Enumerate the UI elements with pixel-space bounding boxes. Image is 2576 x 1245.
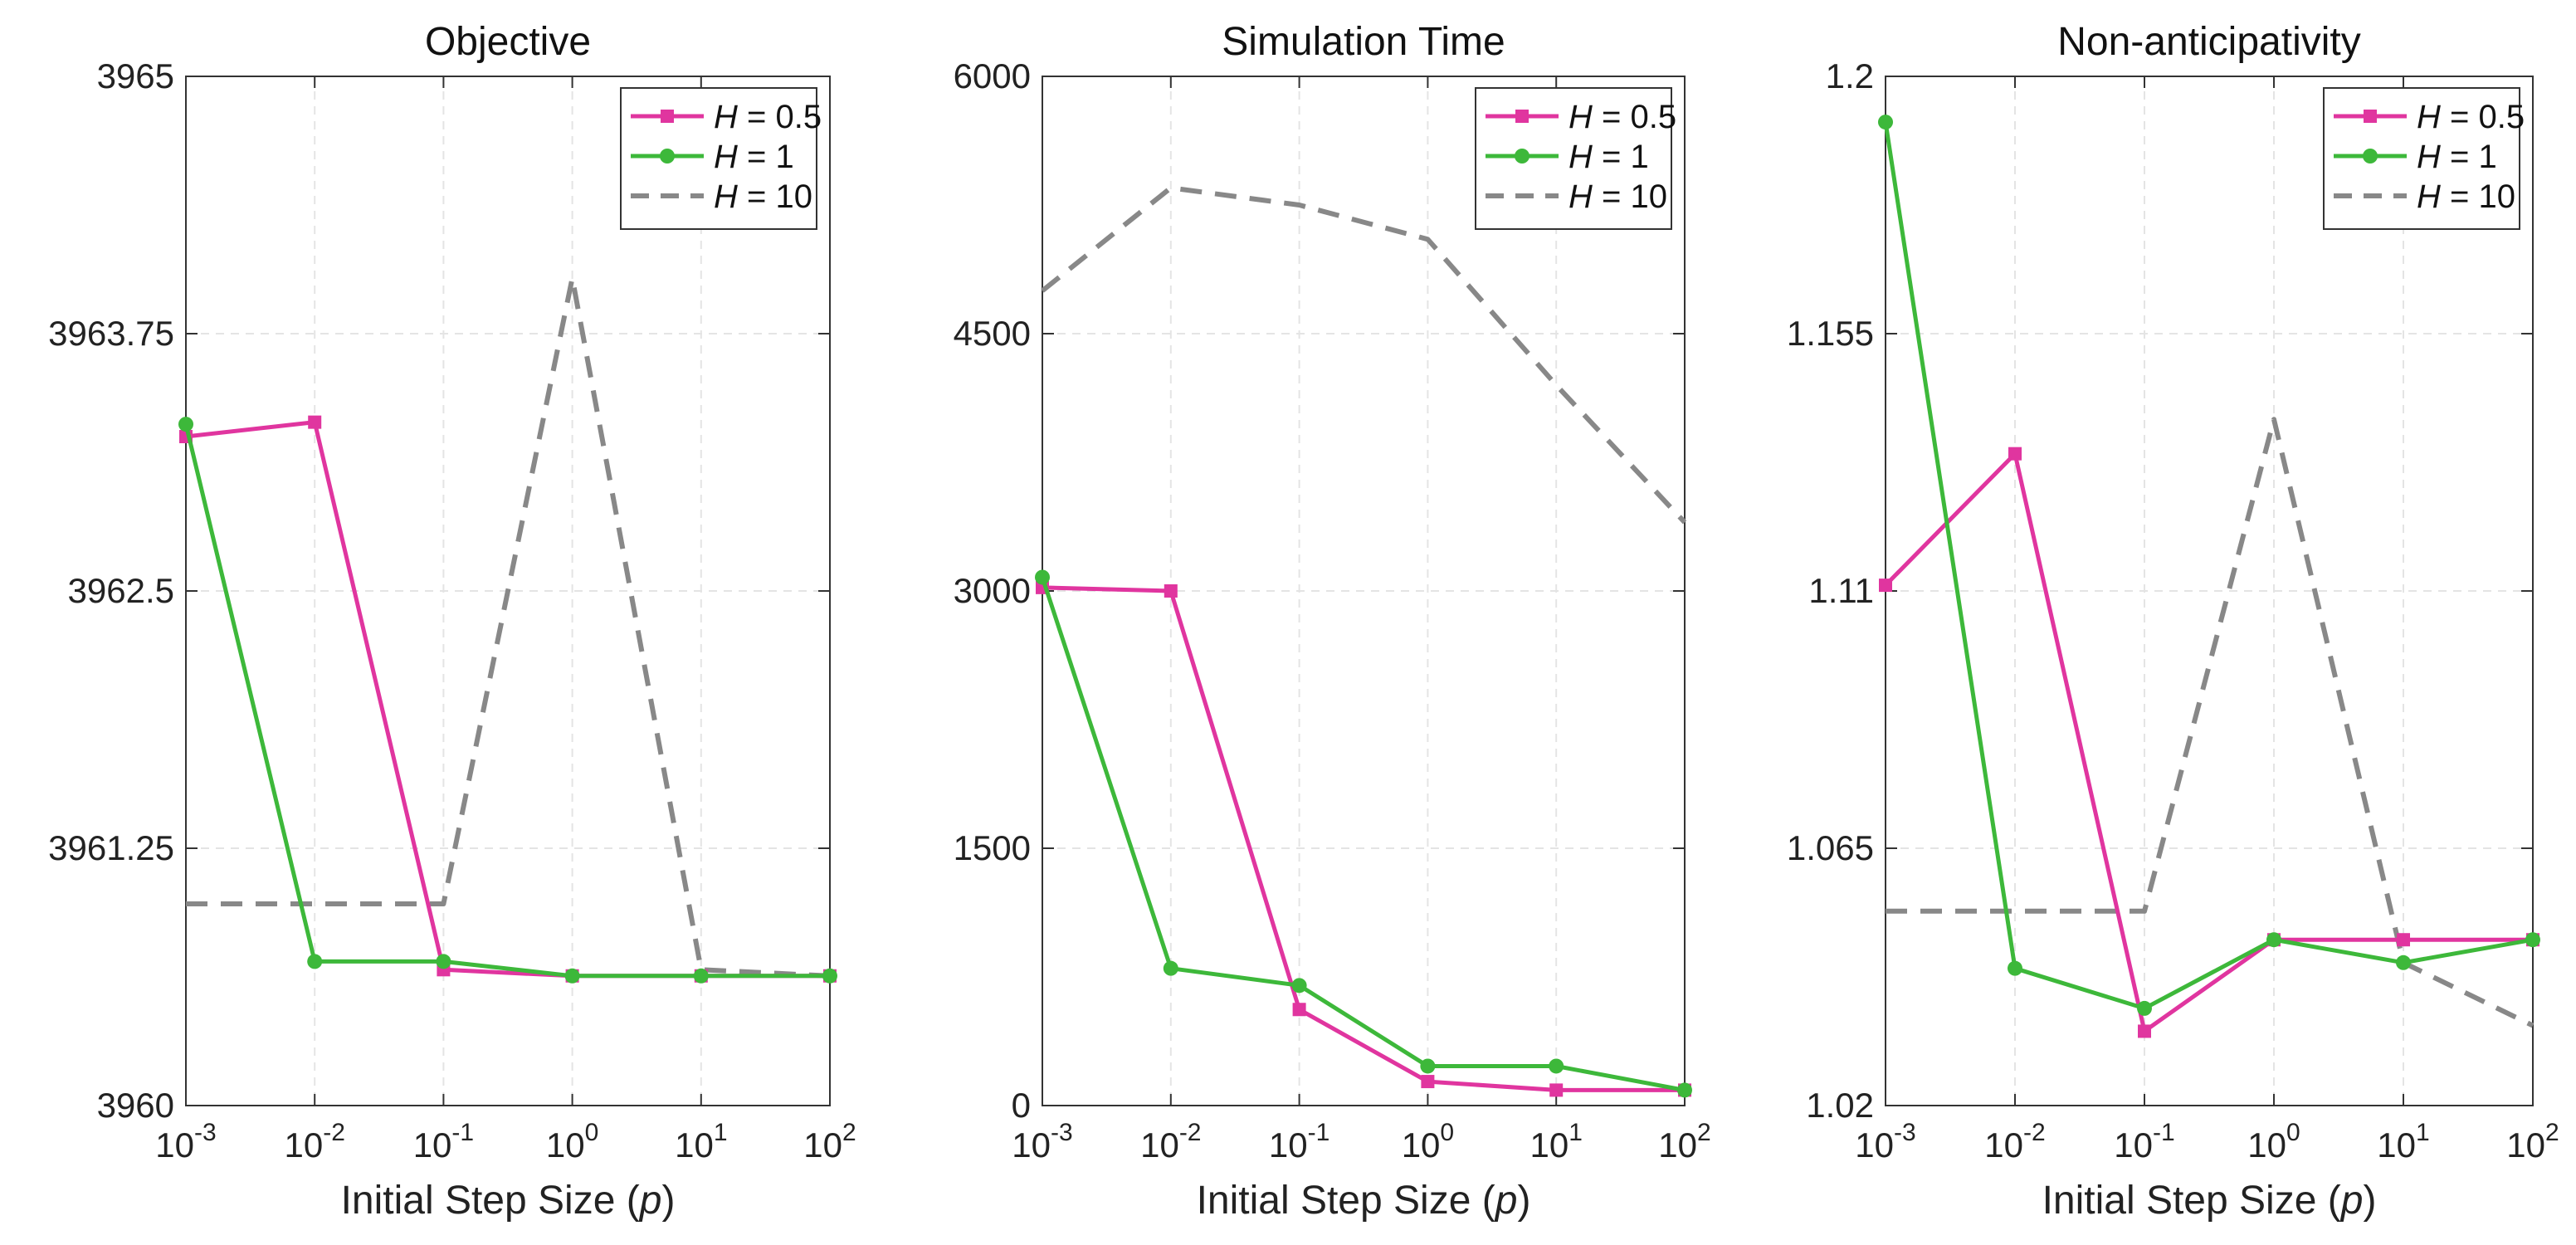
data-point-circle: [693, 968, 709, 984]
y-tick-label: 3960: [97, 1086, 174, 1125]
data-point-circle: [1420, 1058, 1436, 1074]
x-tick-label: 101: [1530, 1119, 1582, 1164]
y-tick-label: 1.02: [1806, 1086, 1874, 1125]
legend-box: [620, 87, 817, 230]
x-tick-label: 10-1: [1269, 1119, 1329, 1164]
data-point-square: [1421, 1075, 1435, 1089]
legend-label: H = 1: [2417, 139, 2497, 175]
data-point-circle: [1677, 1082, 1692, 1098]
y-tick-label: 3965: [97, 56, 174, 95]
data-point-square: [1879, 579, 1892, 593]
x-tick-label: 100: [546, 1119, 598, 1164]
y-tick-label: 1.2: [1826, 56, 1874, 95]
y-tick-label: 3961.25: [48, 828, 174, 867]
legend-box: [1475, 87, 1672, 230]
data-point-square: [1164, 584, 1178, 598]
x-tick-label: 102: [1658, 1119, 1710, 1164]
chart-title: Simulation Time: [1222, 20, 1505, 64]
y-tick-label: 1.155: [1787, 314, 1874, 353]
legend-label: H = 10: [1569, 178, 1667, 215]
x-tick-label: 10-2: [284, 1119, 344, 1164]
legend-box: [2323, 87, 2520, 230]
data-point-square: [1292, 1003, 1306, 1017]
y-tick-label: 6000: [954, 56, 1031, 95]
legend-label: H = 0.5: [714, 99, 822, 135]
data-point-square: [2008, 447, 2022, 461]
data-point-square: [2397, 933, 2410, 947]
data-point-circle: [436, 954, 451, 969]
x-tick-label: 101: [675, 1119, 727, 1164]
x-axis-label: Initial Step Size (p): [341, 1179, 676, 1223]
legend-label: H = 10: [714, 178, 812, 215]
chart-panel-3: 1.02 1.065 1.11 1.155 1.2 10-3 10-2 10-1 100 101 1…: [1787, 20, 2559, 1223]
data-point-circle: [1035, 569, 1050, 585]
legend-marker: [1515, 149, 1530, 164]
series-line-h-10: [1041, 185, 1687, 525]
chart-title: Objective: [425, 20, 591, 64]
series-line-h-1: [1883, 121, 2534, 1011]
series-line-h-0-5: [1042, 585, 1685, 1092]
data-point-square: [1549, 1083, 1564, 1097]
y-tick-label: 1.11: [1808, 571, 1874, 610]
x-tick-label: 100: [1402, 1119, 1454, 1164]
y-tick-label: 1.065: [1787, 828, 1874, 867]
y-tick-label: 3962.5: [68, 571, 174, 610]
data-point-circle: [2396, 954, 2411, 970]
legend-label: H = 0.5: [1569, 99, 1676, 135]
y-tick-label: 0: [1012, 1086, 1031, 1125]
x-axis-label: Initial Step Size (p): [2042, 1179, 2377, 1223]
data-point-circle: [1163, 960, 1178, 976]
legend: H = 0.5 H = 1H = 10: [2323, 87, 2525, 230]
series-line-h-1: [1040, 576, 1686, 1092]
x-tick-label: 10-2: [1984, 1119, 2045, 1164]
data-point-circle: [1878, 115, 1893, 130]
x-tick-label: 102: [2506, 1119, 2559, 1164]
data-point-circle: [1549, 1058, 1564, 1074]
legend: H = 0.5 H = 1H = 10: [620, 87, 822, 230]
x-axis-label: Initial Step Size (p): [1197, 1179, 1531, 1223]
legend-label: H = 1: [1569, 139, 1649, 175]
x-tick-label: 10-1: [413, 1119, 474, 1164]
x-tick-label: 100: [2247, 1119, 2300, 1164]
series-line-h-1: [183, 423, 830, 979]
legend-label: H = 10: [2417, 178, 2515, 215]
legend-marker: [2364, 110, 2377, 123]
y-tick-label: 3000: [954, 571, 1031, 610]
data-point-circle: [2266, 932, 2281, 948]
data-point-circle: [1291, 978, 1307, 994]
x-tick-label: 10-2: [1140, 1119, 1201, 1164]
x-tick-label: 10-3: [1855, 1119, 1915, 1164]
data-point-circle: [2008, 960, 2022, 976]
data-point-circle: [2137, 1000, 2152, 1016]
y-tick-label: 1500: [954, 828, 1031, 867]
series-line-h-10: [1886, 417, 2535, 1028]
series-line-h-10: [186, 276, 831, 979]
legend-marker: [2363, 149, 2378, 164]
x-tick-label: 10-3: [1012, 1119, 1072, 1164]
y-tick-label: 4500: [954, 314, 1031, 353]
x-tick-label: 10-1: [2114, 1119, 2174, 1164]
x-tick-label: 101: [2377, 1119, 2429, 1164]
legend: H = 0.5 H = 1H = 10: [1475, 87, 1676, 230]
chart-panel-1: 3960 3961.25 3962.5 3963.75 3965 10-3 10-2 10-1…: [48, 20, 856, 1223]
chart-title: Non-anticipativity: [2057, 20, 2360, 64]
data-point-circle: [307, 954, 323, 969]
data-point-circle: [822, 968, 837, 984]
data-point-square: [2138, 1024, 2151, 1038]
legend-label: H = 1: [714, 139, 794, 175]
legend-marker: [1515, 110, 1529, 123]
data-point-circle: [2525, 932, 2540, 948]
data-point-square: [308, 415, 322, 429]
data-point-circle: [178, 417, 193, 432]
x-tick-label: 102: [803, 1119, 856, 1164]
series-line-h-0-5: [1884, 452, 2533, 1033]
y-tick-label: 3963.75: [48, 314, 174, 353]
chart-panel-2: 0 1500 3000 4500 6000 10-3 10-2 10-1 100 101 102 Si…: [954, 20, 1711, 1223]
legend-label: H = 0.5: [2417, 99, 2525, 135]
x-tick-label: 10-3: [155, 1119, 216, 1164]
data-point-circle: [564, 968, 580, 984]
legend-marker: [660, 149, 675, 164]
legend-marker: [661, 110, 674, 123]
